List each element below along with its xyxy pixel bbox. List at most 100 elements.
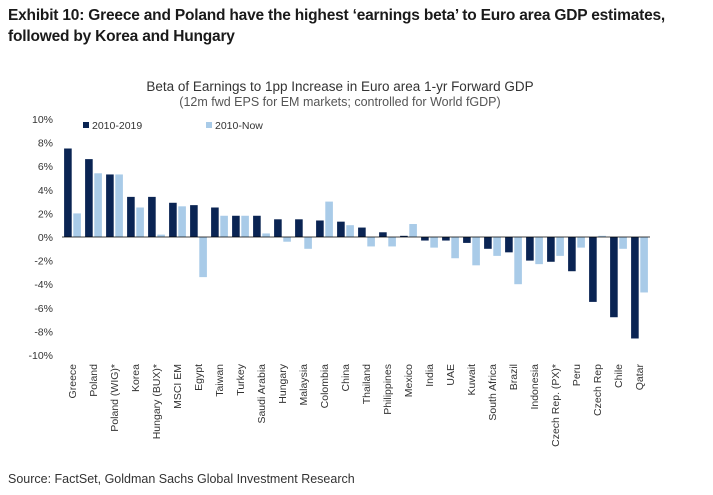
y-tick-label: 10% [32,114,53,126]
chart-title: Beta of Earnings to 1pp Increase in Euro… [146,79,533,94]
bar-2010-now-9 [262,233,270,237]
y-tick-label: -6% [34,303,53,315]
bar-2010-now-3 [136,207,144,237]
chart-subtitle: (12m fwd EPS for EM markets; controlled … [179,95,500,109]
bar-2010-now-20 [493,237,501,256]
bar-2010-2019-9 [253,215,261,237]
bar-2010-now-15 [388,237,396,247]
x-tick-label: Poland (WIG)* [109,364,121,432]
x-tick-label: Korea [130,364,142,392]
bar-2010-2019-19 [463,237,471,243]
y-tick-label: 6% [38,161,53,173]
y-tick-label: -2% [34,256,53,268]
x-tick-label: Brazil [508,364,520,390]
x-tick-label: UAE [445,364,457,386]
x-tick-label: Czech Rep. (PX)* [550,364,562,447]
x-tick-label: Mexico [403,364,415,397]
x-tick-label: Indonesia [529,364,541,410]
legend-label: 2010-Now [215,120,263,132]
bar-2010-2019-13 [337,221,345,237]
legend: 2010-2019 2010-Now [83,120,263,132]
x-tick-label: Philippines [382,364,394,415]
bar-2010-2019-14 [358,227,366,237]
bar-2010-now-10 [283,237,291,242]
bar-2010-2019-11 [295,219,303,237]
x-tick-label: Thailand [361,364,373,404]
x-tick-label: Greece [67,364,79,399]
bar-2010-now-17 [430,237,438,248]
x-tick-label: Poland [88,364,100,397]
y-axis: 10% 8% 6% 4% 2% 0% -2% -4% -6% -8% -10% [28,114,53,362]
bar-2010-2019-24 [568,237,576,272]
source-note: Source: FactSet, Goldman Sachs Global In… [8,472,355,486]
exhibit-title: Exhibit 10: Greece and Poland have the h… [8,7,666,45]
bar-2010-now-16 [409,224,417,237]
bar-2010-now-8 [241,215,249,237]
bar-2010-now-6 [199,237,207,278]
legend-label: 2010-2019 [92,120,142,132]
legend-item-0: 2010-2019 [83,120,142,132]
bar-2010-now-13 [346,225,354,237]
x-tick-label: Hungary (BUX)* [151,364,163,439]
x-tick-label: Hungary [277,363,289,403]
bar-2010-now-5 [178,206,186,237]
bar-2010-now-27 [640,237,648,293]
x-tick-label: India [424,364,436,387]
bar-2010-2019-5 [169,202,177,237]
bar-2010-now-26 [619,237,627,249]
bar-2010-now-11 [304,237,312,249]
x-tick-label: Chile [613,364,625,388]
x-tick-label: Egypt [193,364,205,391]
bar-2010-now-7 [220,215,228,237]
bar-2010-2019-7 [211,207,219,237]
y-tick-label: 2% [38,208,53,220]
bar-2010-now-24 [577,237,585,248]
x-tick-label: China [340,364,352,392]
bar-2010-now-12 [325,201,333,237]
bar-2010-2019-6 [190,205,198,237]
y-tick-label: 4% [38,185,53,197]
bar-2010-2019-12 [316,220,324,237]
bar-2010-2019-3 [127,196,135,237]
bar-2010-now-18 [451,237,459,259]
x-tick-label: Kuwait [466,364,478,396]
bar-2010-now-22 [535,237,543,265]
bar-2010-2019-8 [232,215,240,237]
x-tick-label: Qatar [634,364,646,391]
x-tick-label: Czech Rep [592,364,604,416]
bars [64,148,648,339]
bar-2010-2019-22 [526,237,534,261]
legend-swatch [206,122,212,128]
bar-2010-2019-4 [148,196,156,237]
bar-2010-2019-23 [547,237,555,262]
bar-2010-2019-21 [505,237,513,253]
bar-2010-2019-15 [379,232,387,237]
x-tick-label: Taiwan [214,364,226,397]
x-tick-label: Colombia [319,364,331,409]
bar-2010-2019-27 [631,237,639,339]
x-axis: Greece Poland Poland (WIG)* Korea Hungary (B… [62,236,650,447]
x-tick-label: Saudi Arabia [256,364,268,424]
bar-2010-2019-25 [589,237,597,302]
bar-2010-now-4 [157,234,165,237]
y-tick-label: 0% [38,232,53,244]
bar-2010-2019-1 [85,159,93,237]
bar-2010-2019-17 [421,237,429,241]
x-tick-label: MSCI EM [172,364,184,409]
x-tick-label: Turkey [235,363,247,395]
bar-2010-2019-26 [610,237,618,318]
bar-2010-2019-0 [64,148,72,237]
bar-2010-2019-10 [274,219,282,237]
y-tick-label: -10% [28,350,53,362]
y-tick-label: 8% [38,138,53,150]
bar-2010-now-19 [472,237,480,266]
legend-swatch [83,122,89,128]
bar-2010-2019-18 [442,237,450,241]
bar-2010-now-1 [94,173,102,237]
y-tick-label: -4% [34,279,53,291]
bar-2010-2019-2 [106,174,114,237]
bar-2010-now-14 [367,237,375,247]
bar-2010-now-2 [115,174,123,237]
x-tick-label: Peru [571,364,583,386]
